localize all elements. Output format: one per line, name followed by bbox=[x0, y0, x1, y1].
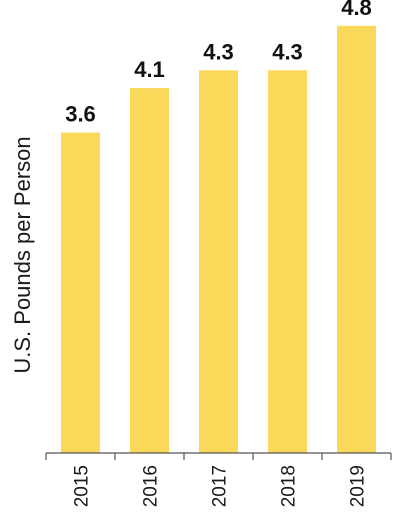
x-tick-label-2018: 2018 bbox=[279, 465, 300, 507]
bar-2016 bbox=[130, 88, 169, 453]
bar-2017 bbox=[199, 70, 238, 454]
data-label-2019: 4.8 bbox=[341, 0, 372, 20]
data-label-2016: 4.1 bbox=[134, 57, 165, 82]
x-tick-label-2017: 2017 bbox=[210, 465, 231, 507]
y-axis-label: U.S. Pounds per Person bbox=[10, 136, 35, 373]
x-tick-label-2015: 2015 bbox=[72, 465, 93, 507]
bar-2015 bbox=[61, 132, 100, 453]
bar-2018 bbox=[268, 70, 307, 454]
bar-2019 bbox=[337, 25, 376, 454]
data-label-2017: 4.3 bbox=[203, 39, 234, 64]
data-label-2015: 3.6 bbox=[65, 102, 96, 127]
x-tick-label-2016: 2016 bbox=[141, 465, 162, 507]
x-tick-label-2019: 2019 bbox=[348, 465, 369, 507]
data-label-2018: 4.3 bbox=[272, 39, 303, 64]
